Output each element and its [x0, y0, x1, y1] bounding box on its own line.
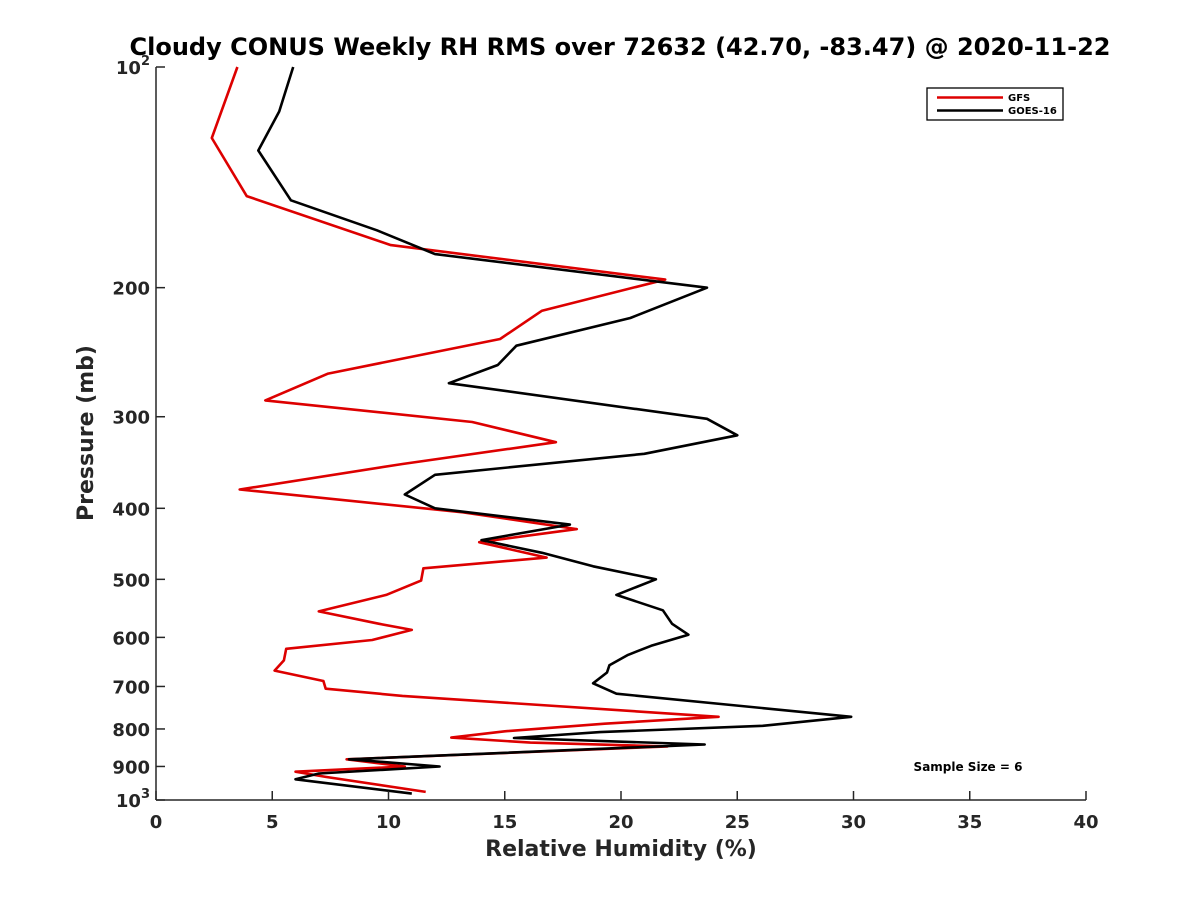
x-axis-label: Relative Humidity (%) — [485, 837, 757, 862]
x-tick-label: 30 — [841, 812, 866, 833]
x-tick-label: 40 — [1073, 812, 1098, 833]
chart-title: Cloudy CONUS Weekly RH RMS over 72632 (4… — [130, 33, 1111, 61]
legend: GFS GOES-16 — [926, 87, 1064, 121]
y-tick-label: 500 — [112, 570, 150, 591]
y-tick-label: 900 — [112, 757, 150, 778]
y-tick-label: 300 — [112, 408, 150, 429]
y-tick-label: 400 — [112, 499, 150, 520]
legend-box — [926, 87, 1064, 121]
series-line-goes-16 — [256, 66, 853, 795]
x-tick-label: 35 — [957, 812, 982, 833]
legend-label-gfs: GFS — [1008, 93, 1030, 104]
legend-label-goes16: GOES-16 — [1008, 106, 1057, 117]
x-tick-label: 0 — [150, 812, 163, 833]
x-tick-label: 20 — [608, 812, 633, 833]
y-tick-label: 800 — [112, 720, 150, 741]
y-axis-label: Pressure (mb) — [74, 345, 99, 521]
plot-area — [210, 66, 853, 795]
y-tick-label: 200 — [112, 279, 150, 300]
x-tick-label: 10 — [376, 812, 401, 833]
sample-size-annotation: Sample Size = 6 — [914, 760, 1023, 774]
series-line-gfs — [210, 66, 720, 794]
y-tick-label: 103 — [116, 787, 150, 812]
x-tick-label: 5 — [266, 812, 279, 833]
x-tick-label: 25 — [725, 812, 750, 833]
y-tick-label: 102 — [116, 54, 150, 79]
x-ticks: 0 5 10 15 20 25 30 35 40 — [150, 791, 1099, 833]
y-tick-label: 600 — [112, 628, 150, 649]
x-tick-label: 15 — [492, 812, 517, 833]
y-tick-label: 700 — [112, 677, 150, 698]
y-ticks: 102 200 300 400 500 600 700 800 900 103 — [112, 54, 165, 812]
